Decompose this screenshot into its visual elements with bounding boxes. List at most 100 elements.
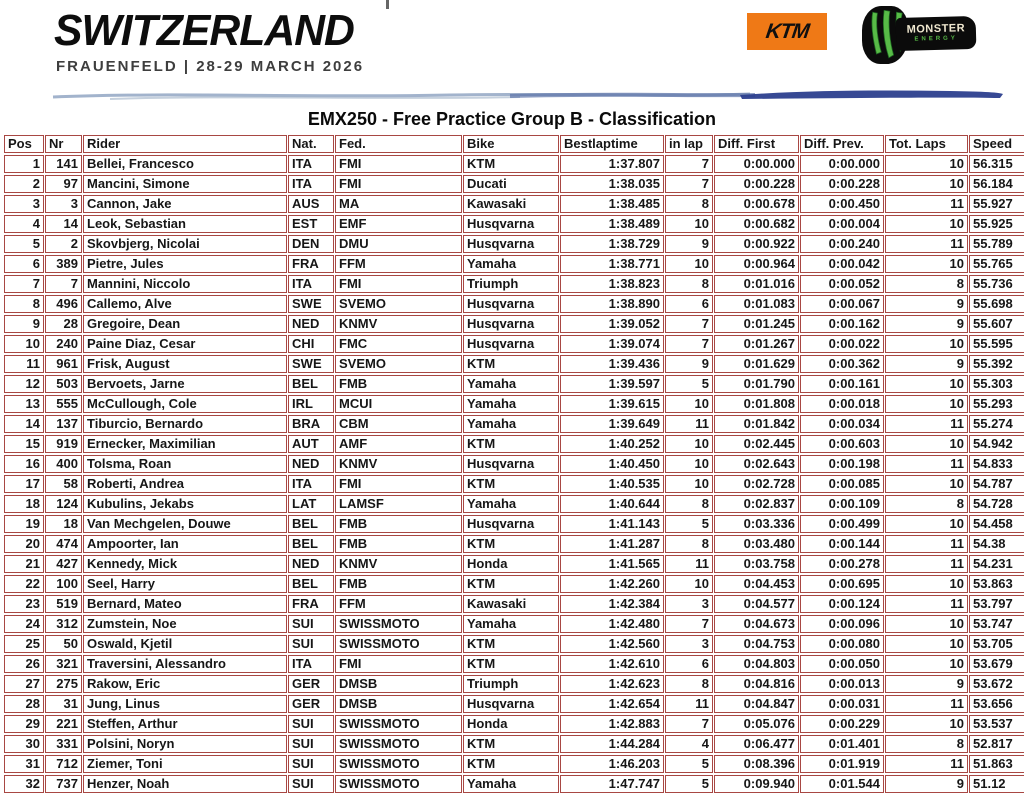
cell-speed: 51.12 [969,775,1024,793]
cell-fed: FFM [335,595,462,613]
cell-nat: ITA [288,655,334,673]
cell-tot-laps: 8 [885,495,968,513]
cell-speed: 54.38 [969,535,1024,553]
cell-bestlaptime: 1:38.823 [560,275,664,293]
cell-fed: SVEMO [335,295,462,313]
cell-pos: 18 [4,495,44,513]
table-row: 29 221 Steffen, Arthur SUI SWISSMOTO Honda 1:4… [4,715,1024,733]
classification-table: Pos Nr Rider Nat. Fed. Bike Bestlaptime in lap D… [3,133,1024,795]
cell-speed: 55.736 [969,275,1024,293]
cell-bestlaptime: 1:39.436 [560,355,664,373]
cell-bestlaptime: 1:39.649 [560,415,664,433]
table-row: 31 712 Ziemer, Toni SUI SWISSMOTO KTM 1:46.203… [4,755,1024,773]
col-header-nat: Nat. [288,135,334,153]
cell-in-lap: 9 [665,235,713,253]
table-row: 32 737 Henzer, Noah SUI SWISSMOTO Yamaha 1:47.… [4,775,1024,793]
cell-bestlaptime: 1:41.565 [560,555,664,573]
cell-rider: Ampoorter, Ian [83,535,287,553]
cell-in-lap: 6 [665,655,713,673]
cell-bestlaptime: 1:42.560 [560,635,664,653]
cell-bike: Husqvarna [463,295,559,313]
cell-pos: 8 [4,295,44,313]
cell-nat: SUI [288,775,334,793]
cell-diff-first: 0:00.000 [714,155,799,173]
table-row: 15 919 Ernecker, Maximilian AUT AMF KTM 1:40.2… [4,435,1024,453]
cell-tot-laps: 9 [885,355,968,373]
cell-diff-prev: 0:00.096 [800,615,884,633]
cell-nat: LAT [288,495,334,513]
cell-nat: SWE [288,355,334,373]
cell-bestlaptime: 1:38.771 [560,255,664,273]
cell-bestlaptime: 1:38.485 [560,195,664,213]
ktm-logo-text: KTM [764,19,810,43]
cell-fed: DMU [335,235,462,253]
cell-pos: 32 [4,775,44,793]
cell-tot-laps: 11 [885,755,968,773]
cell-in-lap: 11 [665,415,713,433]
cell-rider: Tolsma, Roan [83,455,287,473]
cell-nat: BEL [288,535,334,553]
cell-nat: SUI [288,615,334,633]
cell-in-lap: 7 [665,315,713,333]
table-row: 23 519 Bernard, Mateo FRA FFM Kawasaki 1:42.38… [4,595,1024,613]
cell-fed: SWISSMOTO [335,615,462,633]
cell-nat: ITA [288,155,334,173]
cell-diff-first: 0:01.016 [714,275,799,293]
cell-pos: 24 [4,615,44,633]
cell-diff-prev: 0:00.229 [800,715,884,733]
col-header-pos: Pos [4,135,44,153]
cell-diff-first: 0:09.940 [714,775,799,793]
cell-tot-laps: 10 [885,335,968,353]
cell-rider: Cannon, Jake [83,195,287,213]
cell-pos: 10 [4,335,44,353]
cell-nr: 18 [45,515,82,533]
cell-diff-first: 0:01.629 [714,355,799,373]
cell-nat: AUS [288,195,334,213]
cell-speed: 55.765 [969,255,1024,273]
cell-nr: 240 [45,335,82,353]
cell-diff-prev: 0:00.124 [800,595,884,613]
cell-speed: 56.315 [969,155,1024,173]
cell-diff-first: 0:04.753 [714,635,799,653]
cell-bestlaptime: 1:37.807 [560,155,664,173]
cell-nr: 141 [45,155,82,173]
cell-diff-first: 0:01.267 [714,335,799,353]
cell-pos: 11 [4,355,44,373]
cell-bike: KTM [463,535,559,553]
cell-in-lap: 8 [665,195,713,213]
cell-bestlaptime: 1:42.384 [560,595,664,613]
cell-in-lap: 10 [665,455,713,473]
col-header-bike: Bike [463,135,559,153]
cell-bestlaptime: 1:38.729 [560,235,664,253]
cell-nr: 496 [45,295,82,313]
cell-rider: Van Mechgelen, Douwe [83,515,287,533]
cell-pos: 21 [4,555,44,573]
cell-tot-laps: 11 [885,415,968,433]
cell-fed: FFM [335,255,462,273]
cell-nat: FRA [288,255,334,273]
cell-rider: Bernard, Mateo [83,595,287,613]
cell-diff-prev: 0:00.067 [800,295,884,313]
cell-tot-laps: 10 [885,155,968,173]
col-header-nr: Nr [45,135,82,153]
cell-pos: 22 [4,575,44,593]
cell-rider: Rakow, Eric [83,675,287,693]
cell-in-lap: 8 [665,495,713,513]
cell-tot-laps: 10 [885,655,968,673]
cell-rider: Bervoets, Jarne [83,375,287,393]
cell-diff-prev: 0:00.603 [800,435,884,453]
cell-tot-laps: 9 [885,775,968,793]
cell-bestlaptime: 1:39.074 [560,335,664,353]
cell-nat: SUI [288,755,334,773]
cell-fed: SWISSMOTO [335,635,462,653]
cell-nat: NED [288,555,334,573]
cell-fed: SVEMO [335,355,462,373]
cell-tot-laps: 10 [885,715,968,733]
cell-diff-prev: 0:00.050 [800,655,884,673]
cell-speed: 53.797 [969,595,1024,613]
cell-rider: Seel, Harry [83,575,287,593]
cell-diff-prev: 0:00.240 [800,235,884,253]
cell-diff-prev: 0:00.004 [800,215,884,233]
col-header-tot-laps: Tot. Laps [885,135,968,153]
cell-pos: 6 [4,255,44,273]
